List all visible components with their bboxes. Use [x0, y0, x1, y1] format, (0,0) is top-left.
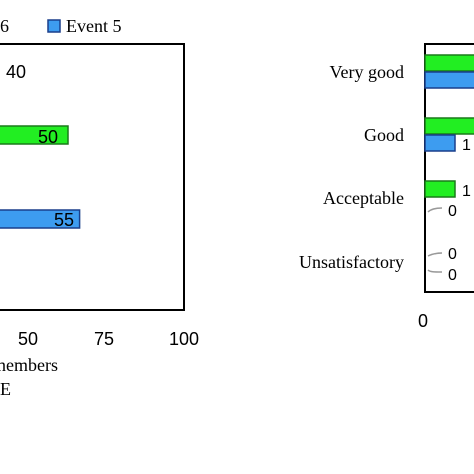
bar-acceptable-green: [424, 180, 456, 198]
value-label-unsatisfactory-0-b: 0: [448, 267, 457, 284]
x-tick-50: 50: [18, 329, 38, 349]
category-acceptable: Acceptable: [323, 188, 404, 208]
category-unsatisfactory: Unsatisfactory: [299, 252, 404, 272]
value-label-acceptable-0: 0: [448, 203, 457, 220]
bar-left-blue-55: [0, 209, 81, 229]
x-axis-label-line-2: E: [0, 379, 11, 399]
left-plot-frame: [0, 43, 185, 311]
right-x-tick-0: 0: [418, 311, 428, 331]
left-chart: 40 50 55 50 75 100 nembers E: [0, 43, 199, 399]
leader-line-acceptable: [427, 207, 443, 213]
bar-left-green-50: [0, 125, 69, 145]
data-label-50: 50: [38, 127, 58, 147]
data-label-good-partial: 1: [462, 137, 471, 154]
data-label-40: 40: [6, 62, 26, 82]
bar-good-green: [424, 117, 474, 135]
legend-label-event-5: Event 5: [66, 16, 122, 36]
legend-label-partial: 6: [0, 16, 9, 36]
data-label-acceptable-partial: 1: [462, 183, 471, 200]
bar-very-good-green: [424, 54, 474, 72]
data-label-55: 55: [54, 210, 74, 230]
x-tick-75: 75: [94, 329, 114, 349]
bar-very-good-blue: [424, 71, 474, 89]
x-axis-label-line-1: nembers: [0, 355, 58, 375]
value-label-unsatisfactory-0-a: 0: [448, 246, 457, 263]
leader-line-unsatisfactory-2: [427, 269, 443, 273]
category-very-good: Very good: [330, 62, 405, 82]
legend: 6 Event 5: [0, 16, 122, 36]
right-chart: 1 1 Very good Good Acceptable Unsatisfac…: [299, 43, 474, 331]
leader-line-unsatisfactory-1: [427, 252, 443, 257]
category-good: Good: [364, 125, 404, 145]
right-plot-frame: [424, 43, 474, 293]
bar-good-blue: [424, 134, 456, 152]
x-tick-100: 100: [169, 329, 199, 349]
legend-swatch-event-5: [47, 19, 61, 33]
